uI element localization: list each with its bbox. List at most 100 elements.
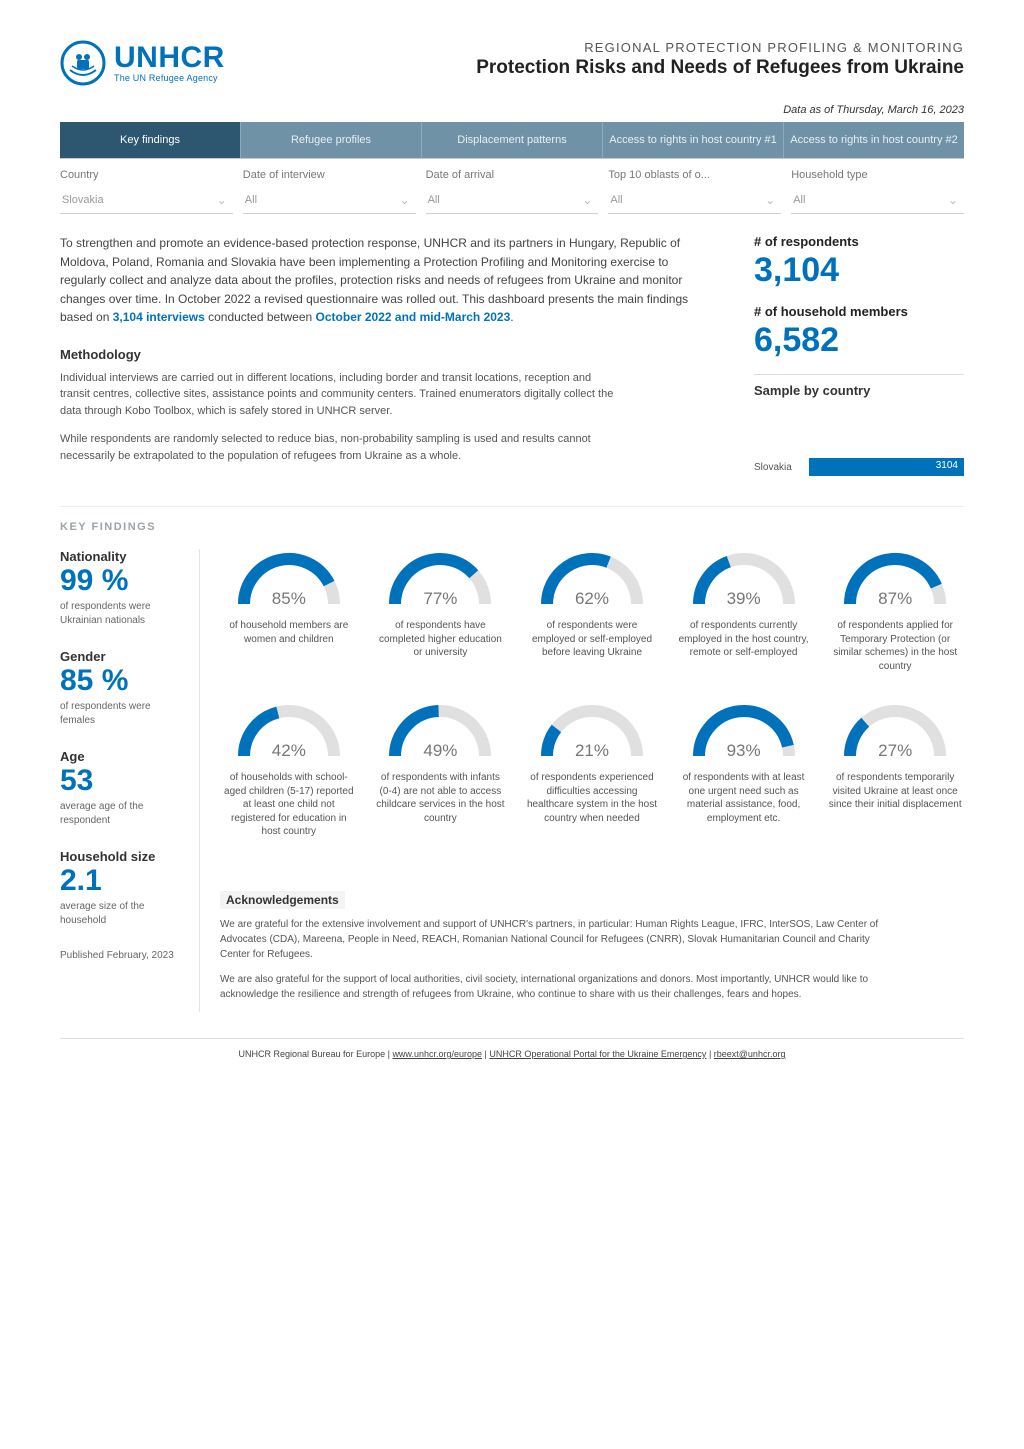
chevron-down-icon: ⌄ <box>217 193 227 207</box>
page-footer: UNHCR Regional Bureau for Europe | www.u… <box>60 1038 964 1059</box>
gauge-description: of respondents temporarily visited Ukrai… <box>826 771 964 812</box>
footer-link-email[interactable]: rbeext@unhcr.org <box>714 1049 786 1059</box>
unhcr-laurel-icon <box>60 40 106 86</box>
intro-paragraph: To strengthen and promote an evidence-ba… <box>60 234 714 327</box>
footer-link-europe[interactable]: www.unhcr.org/europe <box>392 1049 482 1059</box>
page-title: Protection Risks and Needs of Refugees f… <box>265 57 964 79</box>
dashboard-page: UNHCR The UN Refugee Agency REGIONAL PRO… <box>0 0 1024 1449</box>
logo-title: UNHCR <box>114 43 225 73</box>
acknowledgements-heading: Acknowledgements <box>220 891 345 909</box>
finding-value: 99 % <box>60 566 185 596</box>
respondents-value: 3,104 <box>754 251 964 290</box>
eyebrow-text: REGIONAL PROTECTION PROFILING & MONITORI… <box>265 40 964 55</box>
finding-gender: Gender 85 % of respondents were females <box>60 649 185 727</box>
bar-label: Slovakia <box>754 462 809 473</box>
gauge-chart: 39% <box>689 549 799 609</box>
filter-select-oblasts[interactable]: All ⌄ <box>608 187 781 214</box>
acknowledgements-p1: We are grateful for the extensive involv… <box>220 917 900 962</box>
intro-text-part: . <box>510 310 513 324</box>
filter-country: Country Slovakia ⌄ <box>60 169 233 214</box>
chevron-down-icon: ⌄ <box>400 193 410 207</box>
gauge-description: of household members are women and child… <box>220 619 358 646</box>
gauge-chart: 87% <box>840 549 950 609</box>
tab-displacement-patterns[interactable]: Displacement patterns <box>422 122 603 158</box>
data-as-of-date: Data as of Thursday, March 16, 2023 <box>60 104 964 116</box>
methodology-section: Methodology Individual interviews are ca… <box>60 347 714 465</box>
gauge-description: of respondents applied for Temporary Pro… <box>826 619 964 673</box>
gauge-row-1: 85% of household members are women and ch… <box>220 549 964 673</box>
bar-fill: 3104 <box>809 458 964 476</box>
gauge-chart: 27% <box>840 701 950 761</box>
filter-value: All <box>793 194 805 206</box>
filter-value: Slovakia <box>62 194 104 206</box>
tab-key-findings[interactable]: Key findings <box>60 122 241 158</box>
filter-bar: Country Slovakia ⌄ Date of interview All… <box>60 169 964 214</box>
gauge-chart: 93% <box>689 701 799 761</box>
chevron-down-icon: ⌄ <box>582 193 592 207</box>
gauge-description: of respondents currently employed in the… <box>675 619 813 660</box>
footer-prefix: UNHCR Regional Bureau for Europe | <box>239 1049 393 1059</box>
gauge-chart: 77% <box>385 549 495 609</box>
gauge-card: 27% of respondents temporarily visited Uk… <box>826 701 964 839</box>
gauge-percent-label: 39% <box>689 589 799 609</box>
gauge-card: 93% of respondents with at least one urge… <box>675 701 813 839</box>
intro-highlight-dates: October 2022 and mid-March 2023 <box>316 310 511 324</box>
gauge-card: 87% of respondents applied for Temporary … <box>826 549 964 673</box>
bar-value: 3104 <box>936 460 958 471</box>
gauge-description: of respondents with infants (0-4) are no… <box>372 771 510 825</box>
filter-label: Top 10 oblasts of o... <box>608 169 781 181</box>
sample-by-country-chart: Slovakia 3104 <box>754 458 964 476</box>
gauge-chart: 42% <box>234 701 344 761</box>
gauge-card: 77%of respondents have completed higher … <box>372 549 510 673</box>
page-header: UNHCR The UN Refugee Agency REGIONAL PRO… <box>60 40 964 86</box>
acknowledgements-section: Acknowledgements We are grateful for the… <box>220 891 964 1012</box>
published-date: Published February, 2023 <box>60 949 185 963</box>
methodology-heading: Methodology <box>60 347 714 362</box>
gauge-description: of households with school-aged children … <box>220 771 358 839</box>
filter-oblasts: Top 10 oblasts of o... All ⌄ <box>608 169 781 214</box>
filter-select-household-type[interactable]: All ⌄ <box>791 187 964 214</box>
gauge-card: 21%of respondents experienced difficulti… <box>523 701 661 839</box>
footer-sep: | <box>706 1049 713 1059</box>
finding-desc: of respondents were Ukrainian nationals <box>60 600 185 627</box>
finding-desc: average age of the respondent <box>60 800 185 827</box>
gauge-grid: 85% of household members are women and ch… <box>220 549 964 1012</box>
filter-label: Date of arrival <box>426 169 599 181</box>
gauge-description: of respondents with at least one urgent … <box>675 771 813 825</box>
gauge-percent-label: 77% <box>385 589 495 609</box>
left-findings-column: Nationality 99 % of respondents were Ukr… <box>60 549 200 1012</box>
finding-value: 85 % <box>60 666 185 696</box>
filter-label: Date of interview <box>243 169 416 181</box>
tab-access-rights-2[interactable]: Access to rights in host country #2 <box>784 122 964 158</box>
filter-interview-date: Date of interview All ⌄ <box>243 169 416 214</box>
finding-desc: of respondents were females <box>60 700 185 727</box>
finding-value: 53 <box>60 766 185 796</box>
gauge-chart: 21% <box>537 701 647 761</box>
finding-title: Nationality <box>60 549 185 564</box>
filter-select-interview-date[interactable]: All ⌄ <box>243 187 416 214</box>
gauge-chart: 49% <box>385 701 495 761</box>
intro-highlight-interviews: 3,104 interviews <box>113 310 205 324</box>
gauge-card: 62%of respondents were employed or self-… <box>523 549 661 673</box>
acknowledgements-p2: We are also grateful for the support of … <box>220 972 900 1002</box>
finding-age: Age 53 average age of the respondent <box>60 749 185 827</box>
gauge-percent-label: 85% <box>234 589 344 609</box>
tab-access-rights-1[interactable]: Access to rights in host country #1 <box>603 122 784 158</box>
gauge-card: 49% of respondents with infants (0-4) are… <box>372 701 510 839</box>
filter-select-arrival-date[interactable]: All ⌄ <box>426 187 599 214</box>
sample-by-country-heading: Sample by country <box>754 374 964 398</box>
finding-title: Gender <box>60 649 185 664</box>
filter-select-country[interactable]: Slovakia ⌄ <box>60 187 233 214</box>
footer-link-portal[interactable]: UNHCR Operational Portal for the Ukraine… <box>489 1049 706 1059</box>
filter-arrival-date: Date of arrival All ⌄ <box>426 169 599 214</box>
gauge-card: 85% of household members are women and ch… <box>220 549 358 673</box>
finding-title: Age <box>60 749 185 764</box>
filter-value: All <box>428 194 440 206</box>
bar-row: Slovakia 3104 <box>754 458 964 476</box>
finding-nationality: Nationality 99 % of respondents were Ukr… <box>60 549 185 627</box>
nav-tabs: Key findings Refugee profiles Displaceme… <box>60 122 964 159</box>
filter-household-type: Household type All ⌄ <box>791 169 964 214</box>
intro-text-part: conducted between <box>205 310 316 324</box>
key-findings-label: KEY FINDINGS <box>60 506 964 533</box>
tab-refugee-profiles[interactable]: Refugee profiles <box>241 122 422 158</box>
